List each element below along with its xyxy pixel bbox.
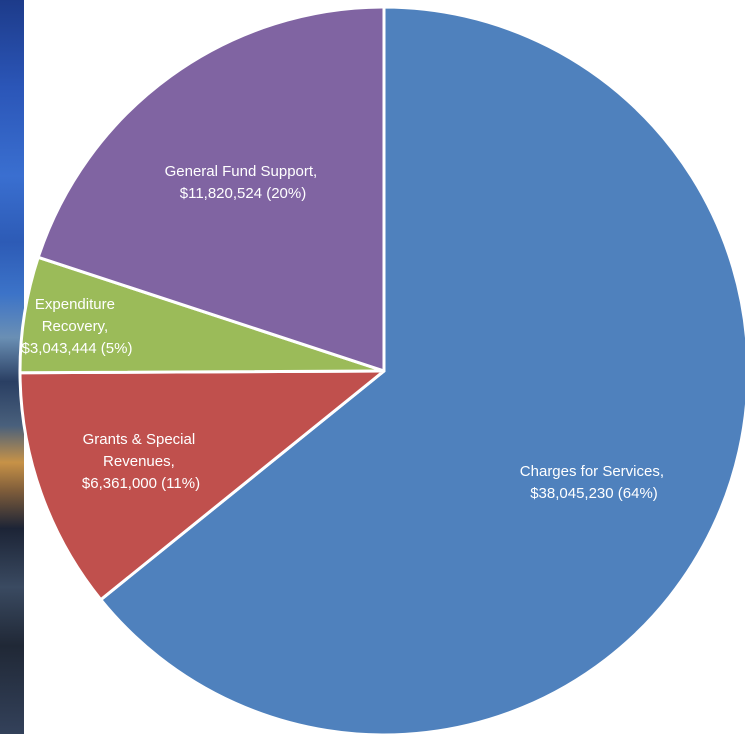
slice-label-line: $38,045,230 (64%) [530, 485, 658, 502]
pie-slices [18, 5, 745, 734]
slice-label-line: $11,820,524 (20%) [180, 185, 306, 202]
pie-labels: Charges for Services, $38,045,230 (64%) … [22, 163, 668, 502]
slice-label-line: Expenditure [35, 296, 115, 313]
slice-label-line: Recovery, [42, 318, 108, 335]
slice-label-line: $3,043,444 (5%) [22, 340, 133, 357]
slice-label-grants-special-revenues: Grants & Special Revenues, $6,361,000 (1… [82, 431, 200, 492]
slice-label-expenditure-recovery: Expenditure Recovery, $3,043,444 (5%) [22, 296, 133, 357]
slice-label-line: General Fund Support, [165, 163, 318, 180]
slice-label-line: Charges for Services, [520, 463, 664, 480]
slice-label-line: Revenues, [103, 453, 175, 470]
pie-slice-charges-for-services [99, 5, 745, 734]
slice-label-general-fund-support: General Fund Support, $11,820,524 (20%) [165, 163, 322, 202]
slice-label-line: Grants & Special [83, 431, 196, 448]
slice-label-line: $6,361,000 (11%) [82, 475, 200, 492]
pie-slice-grants-special-revenues [18, 369, 386, 602]
pie-slice-general-fund-support [36, 5, 386, 373]
slice-label-charges-for-services: Charges for Services, $38,045,230 (64%) [520, 463, 668, 502]
